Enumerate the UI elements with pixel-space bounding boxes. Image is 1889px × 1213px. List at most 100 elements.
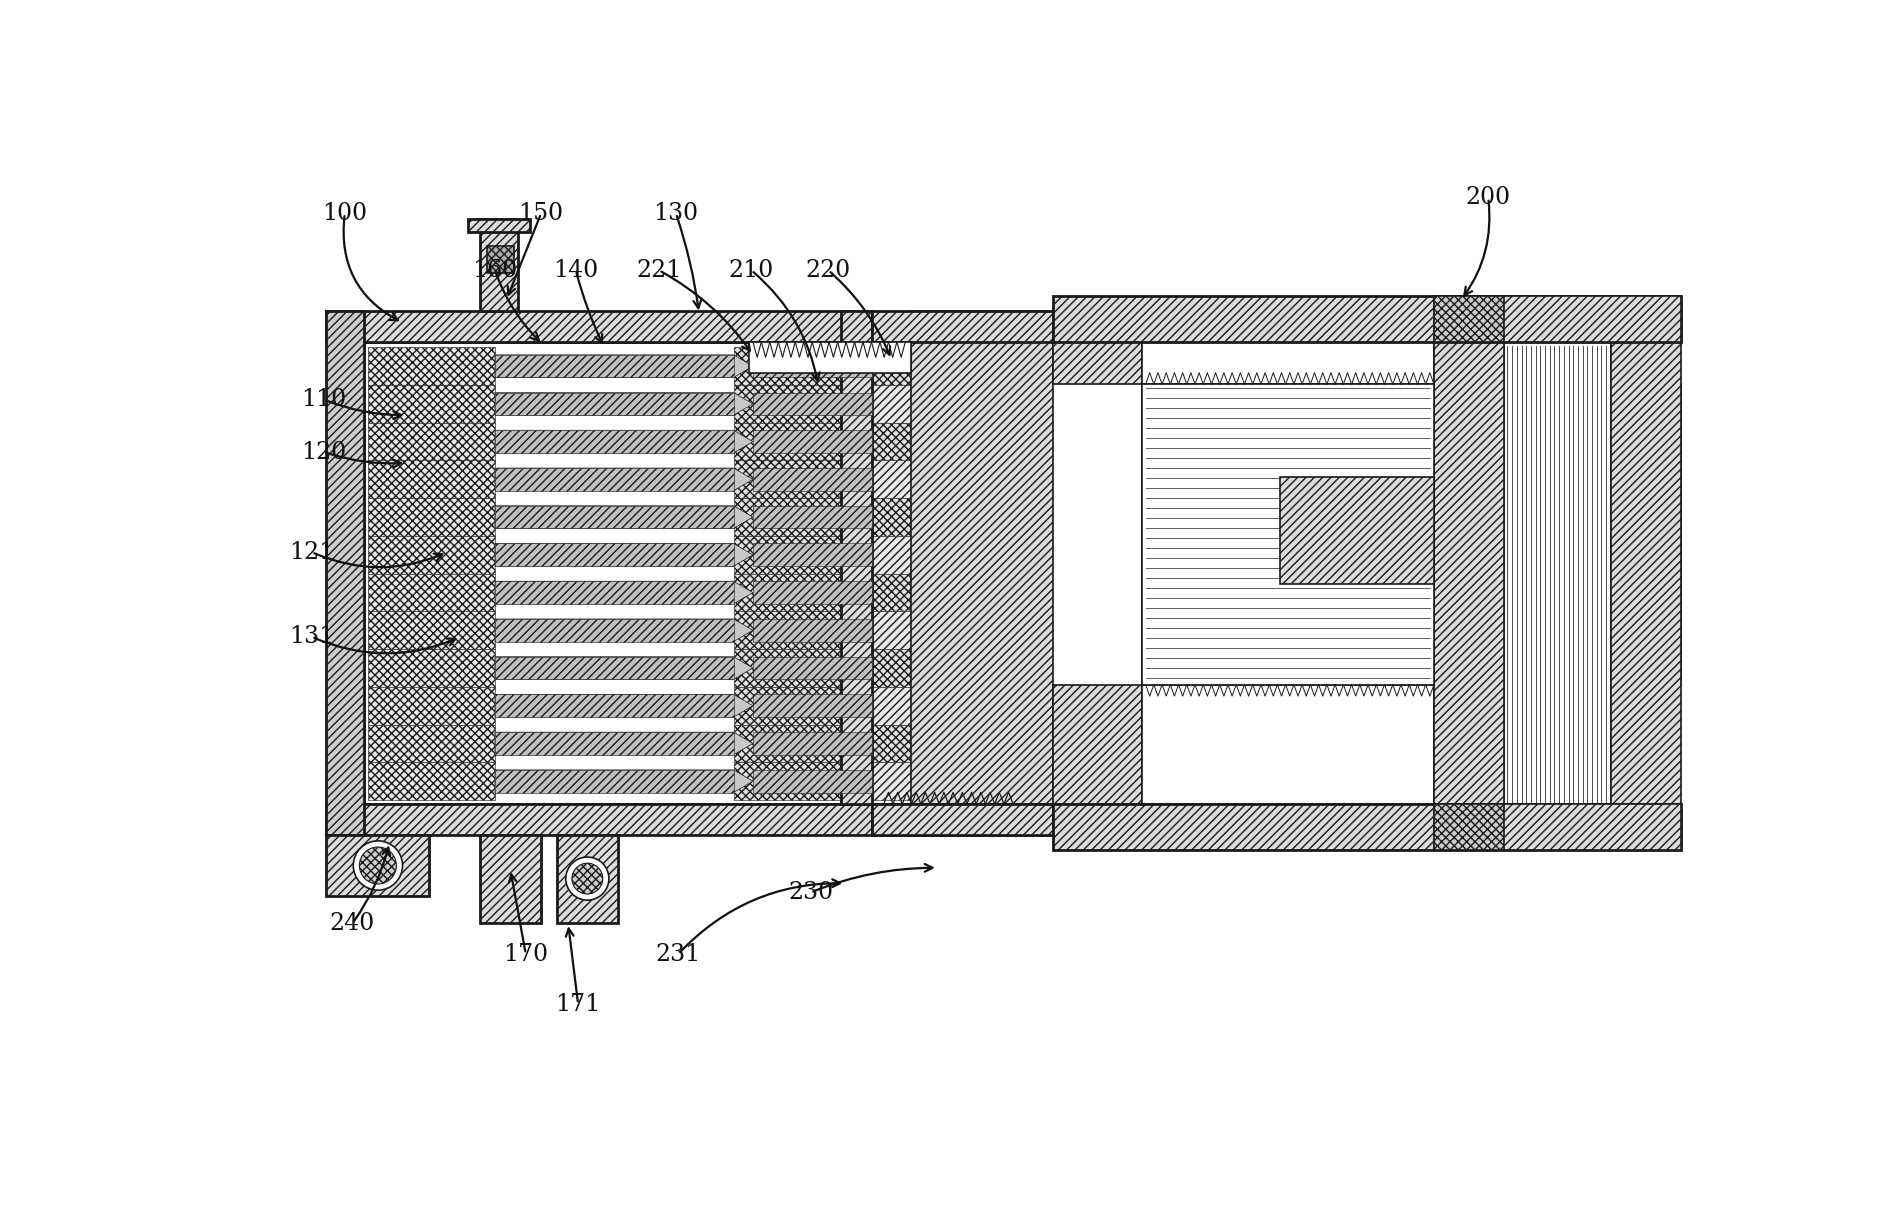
Polygon shape [495, 543, 733, 566]
Polygon shape [873, 687, 910, 724]
Polygon shape [754, 393, 873, 415]
Polygon shape [873, 347, 910, 385]
Polygon shape [495, 468, 733, 491]
Polygon shape [1434, 342, 1504, 850]
Polygon shape [1054, 342, 1141, 385]
Text: 120: 120 [302, 440, 348, 463]
Polygon shape [557, 835, 618, 923]
Polygon shape [325, 835, 429, 896]
Polygon shape [1141, 385, 1681, 684]
Circle shape [359, 847, 397, 884]
Polygon shape [754, 355, 873, 377]
Polygon shape [495, 694, 733, 717]
Polygon shape [1141, 342, 1434, 385]
Polygon shape [1281, 477, 1434, 585]
Text: 200: 200 [1466, 187, 1511, 210]
Polygon shape [495, 393, 754, 415]
Circle shape [572, 864, 603, 894]
Polygon shape [1434, 804, 1504, 850]
Polygon shape [873, 724, 910, 762]
Text: 160: 160 [472, 258, 518, 281]
Text: 121: 121 [289, 541, 334, 564]
Polygon shape [495, 506, 754, 529]
Polygon shape [368, 574, 495, 611]
Polygon shape [1434, 296, 1504, 342]
Polygon shape [754, 770, 873, 792]
Polygon shape [1434, 804, 1681, 850]
Polygon shape [754, 581, 873, 604]
Polygon shape [495, 733, 733, 754]
Polygon shape [368, 347, 495, 385]
Text: 130: 130 [654, 201, 699, 224]
Polygon shape [733, 347, 841, 385]
Polygon shape [754, 431, 873, 452]
Polygon shape [873, 536, 910, 574]
Polygon shape [873, 804, 1054, 835]
Circle shape [567, 858, 608, 900]
Polygon shape [873, 461, 910, 499]
Polygon shape [754, 694, 873, 717]
Polygon shape [873, 804, 1054, 835]
Polygon shape [754, 733, 873, 754]
Polygon shape [873, 385, 910, 423]
Polygon shape [873, 311, 1054, 342]
Polygon shape [325, 311, 365, 835]
Polygon shape [733, 687, 841, 724]
Polygon shape [754, 468, 873, 491]
Polygon shape [1054, 804, 1681, 850]
Polygon shape [325, 311, 873, 342]
Polygon shape [873, 611, 910, 649]
Polygon shape [495, 770, 733, 792]
Text: 150: 150 [519, 201, 563, 224]
Text: 100: 100 [323, 201, 366, 224]
Polygon shape [368, 385, 495, 423]
Polygon shape [733, 724, 841, 762]
Polygon shape [733, 574, 841, 611]
Text: 131: 131 [289, 626, 334, 648]
Polygon shape [480, 835, 540, 923]
Polygon shape [495, 506, 733, 529]
Polygon shape [495, 543, 754, 566]
Polygon shape [495, 393, 733, 415]
Circle shape [353, 841, 402, 890]
Polygon shape [495, 656, 754, 679]
Polygon shape [495, 694, 754, 717]
Text: 140: 140 [553, 258, 599, 281]
Polygon shape [368, 423, 495, 461]
Polygon shape [368, 536, 495, 574]
Polygon shape [1054, 296, 1681, 342]
Polygon shape [495, 770, 754, 792]
Polygon shape [368, 649, 495, 687]
Polygon shape [754, 656, 873, 679]
Polygon shape [495, 431, 733, 452]
Polygon shape [1434, 296, 1681, 342]
Polygon shape [873, 762, 910, 801]
Polygon shape [368, 762, 495, 801]
Polygon shape [495, 619, 733, 642]
Polygon shape [1054, 684, 1141, 804]
Polygon shape [468, 218, 529, 232]
Polygon shape [368, 461, 495, 499]
Polygon shape [733, 611, 841, 649]
Polygon shape [750, 342, 910, 372]
Polygon shape [365, 342, 841, 804]
Polygon shape [487, 246, 514, 273]
Polygon shape [495, 355, 733, 377]
Polygon shape [733, 762, 841, 801]
Polygon shape [733, 499, 841, 536]
Text: 240: 240 [331, 912, 376, 935]
Text: 230: 230 [788, 881, 833, 904]
Polygon shape [1141, 385, 1434, 684]
Polygon shape [873, 499, 910, 536]
Polygon shape [733, 461, 841, 499]
Polygon shape [495, 581, 754, 604]
Polygon shape [495, 619, 754, 642]
Polygon shape [1141, 684, 1434, 804]
Polygon shape [733, 649, 841, 687]
Text: 171: 171 [555, 992, 601, 1015]
Polygon shape [873, 423, 910, 461]
Text: 220: 220 [807, 258, 850, 281]
Polygon shape [495, 656, 733, 679]
Polygon shape [754, 506, 873, 529]
Polygon shape [495, 431, 754, 452]
